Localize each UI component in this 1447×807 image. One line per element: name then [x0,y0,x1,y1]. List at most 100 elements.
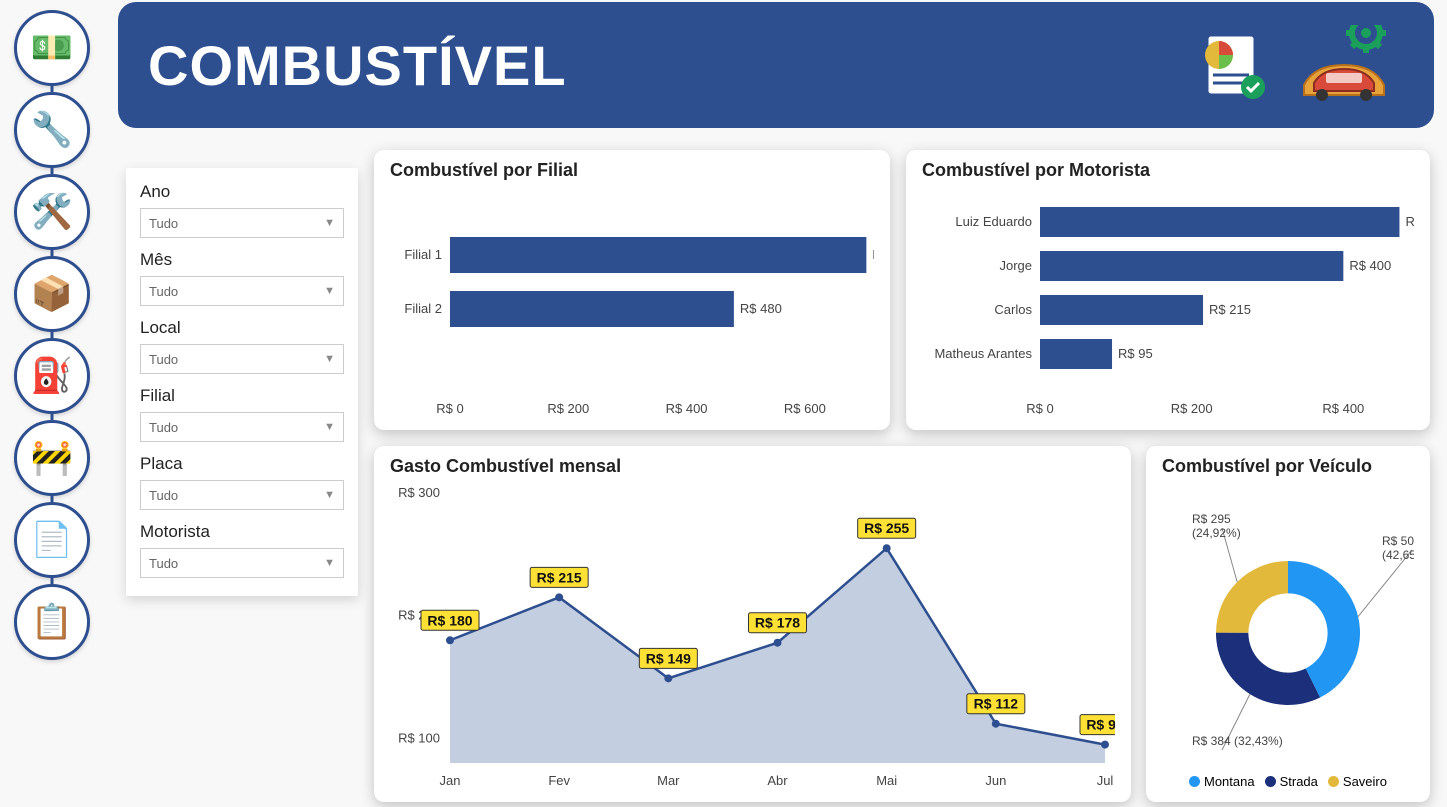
filter-value: Tudo [149,352,178,367]
bar [1040,339,1112,369]
marker [664,674,672,682]
x-tick: R$ 0 [1026,401,1053,416]
card-title: Combustível por Filial [390,160,874,181]
x-tick: Jan [440,773,461,788]
filter-select-placa[interactable]: Tudo▼ [140,480,344,510]
data-label: R$ 178 [755,615,800,631]
filter-select-local[interactable]: Tudo ▼ [140,344,344,374]
marker [774,639,782,647]
money-icon[interactable]: 💵 [14,10,90,86]
fuel-pump-icon-glyph: ⛽ [31,356,73,396]
parts-box-icon[interactable]: 📦 [14,256,90,332]
donut-label: (24,92%) [1192,526,1241,540]
bar [1040,251,1343,281]
chevron-down-icon: ▼ [324,353,335,365]
card-title: Gasto Combustível mensal [390,456,1115,477]
legend-swatch [1265,776,1276,787]
legend-item: Saveiro [1328,774,1387,789]
chevron-down-icon: ▼ [324,489,335,501]
chart-mensal: R$ 100R$ 200R$ 300R$ 180JanR$ 215FevR$ 1… [390,483,1115,793]
data-label: R$ 112 [974,696,1019,712]
x-tick: R$ 200 [1171,401,1213,416]
data-label: R$ 149 [646,650,691,666]
toll-icon-glyph: 🚧 [31,438,73,478]
money-icon-glyph: 💵 [31,28,73,68]
data-label: R$ 255 [864,520,909,536]
card-gasto-mensal: Gasto Combustível mensal R$ 100R$ 200R$ … [374,446,1131,802]
legend-swatch [1328,776,1339,787]
header-icons [1174,20,1404,110]
legend-veiculo: MontanaStradaSaveiro [1162,774,1414,789]
wrench-check-icon[interactable]: 🔧 [14,92,90,168]
x-tick: Abr [767,773,788,788]
donut-label: R$ 384 (32,43%) [1192,734,1283,748]
bar-category: Carlos [994,302,1032,317]
bar-value: R$ 400 [1349,258,1391,273]
bar-category: Matheus Arantes [934,346,1032,361]
filters-panel: AnoTudo▼MêsTudo▼LocalTudo▼FilialTudo▼Pla… [126,168,358,596]
x-tick: R$ 400 [666,401,708,416]
car-doc-icon[interactable]: 📄 [14,502,90,578]
bar [1040,295,1203,325]
x-tick: Jul [1097,773,1114,788]
chevron-down-icon: ▼ [324,285,335,297]
car-doc-icon-glyph: 📄 [31,520,73,560]
parts-box-icon-glyph: 📦 [31,274,73,314]
legend-swatch [1189,776,1200,787]
page-header: COMBUSTÍVEL [118,2,1434,128]
legend-label: Montana [1204,774,1255,789]
tools-icon-glyph: 🛠️ [31,192,73,232]
filter-label-ano: Ano [140,182,344,202]
marker [555,593,563,601]
data-label: R$ 180 [427,612,472,628]
tools-icon[interactable]: 🛠️ [14,174,90,250]
card-title: Combustível por Veículo [1162,456,1414,477]
chart-veiculo: R$ 505(42,65%)R$ 384 (32,43%)R$ 295(24,9… [1162,483,1414,763]
x-tick: Fev [548,773,570,788]
filter-value: Tudo [149,556,178,571]
legend-label: Saveiro [1343,774,1387,789]
report-chart-icon [1174,20,1284,110]
bar [450,291,734,327]
chart-motorista: Luiz Eduardo R$ 474 Jorge R$ 400 Carlos R$ 21… [922,187,1414,423]
bar-value: R$ 474 [1405,214,1414,229]
fuel-pump-icon[interactable]: ⛽ [14,338,90,414]
bar-category: Luiz Eduardo [955,214,1032,229]
chart-filial: Filial 1R$ 704Filial 2R$ 480R$ 0R$ 200R$… [390,187,874,423]
bar-category: Jorge [999,258,1032,273]
filter-select-filial[interactable]: Tudo▼ [140,412,344,442]
marker [1101,741,1109,749]
filter-label-motorista: Motorista [140,522,344,542]
data-label: R$ 215 [537,569,582,585]
x-tick: Jun [985,773,1006,788]
chevron-down-icon: ▼ [324,421,335,433]
marker [992,720,1000,728]
clipboard-car-icon-glyph: 📋 [31,602,73,642]
clipboard-car-icon[interactable]: 📋 [14,584,90,660]
nav-sidebar: 💵 🔧 🛠️ 📦 ⛽ 🚧 📄 📋 [8,10,96,666]
bar [450,237,866,273]
page-title: COMBUSTÍVEL [148,33,567,98]
toll-icon[interactable]: 🚧 [14,420,90,496]
donut-slice [1216,561,1288,633]
bar-value: R$ 704 [872,247,874,262]
x-tick: Mai [876,773,897,788]
bar-value: R$ 480 [740,301,782,316]
cars-gear-icon [1294,20,1404,110]
x-tick: R$ 600 [784,401,826,416]
donut-label: R$ 295 [1192,512,1231,526]
bar-value: R$ 215 [1209,302,1251,317]
bar-category: Filial 1 [404,247,442,262]
filter-select-mês[interactable]: Tudo ▼ [140,276,344,306]
filter-value: Tudo [149,284,178,299]
x-tick: R$ 0 [436,401,463,416]
data-label: R$ 95 [1086,717,1115,733]
filter-value: Tudo [149,216,178,231]
x-tick: R$ 400 [1322,401,1364,416]
chevron-down-icon: ▼ [324,217,335,229]
filter-select-motorista[interactable]: Tudo ▼ [140,548,344,578]
donut-label: R$ 505 [1382,534,1414,548]
chevron-down-icon: ▼ [324,557,335,569]
marker [446,636,454,644]
filter-select-ano[interactable]: Tudo ▼ [140,208,344,238]
